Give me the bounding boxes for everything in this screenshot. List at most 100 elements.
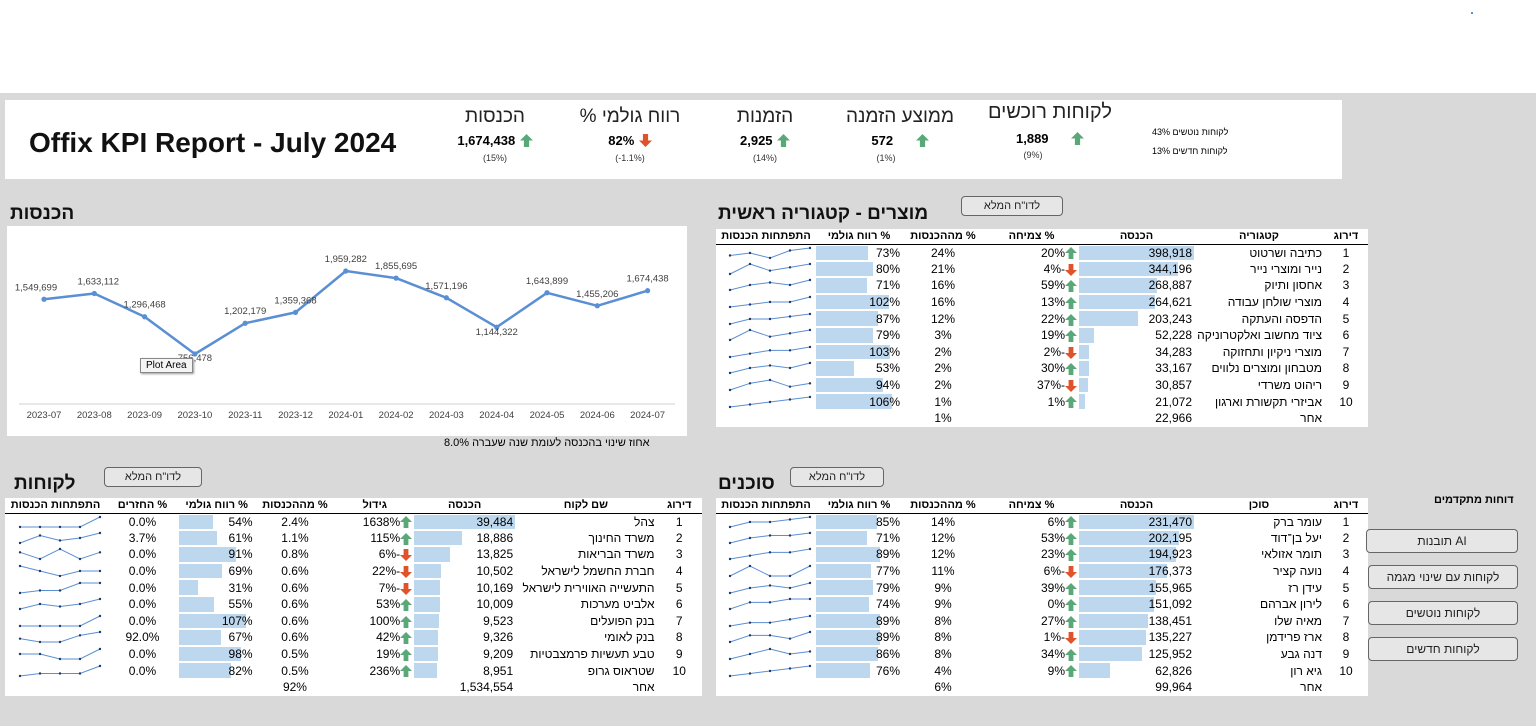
revenue-sparkline [728, 664, 812, 677]
table-row[interactable]: 2 יעל בן־דוד 202,195 53% 12% 71% [716, 530, 1368, 547]
revenue-cell: 10,169 [414, 579, 515, 596]
table-row[interactable]: 9 ריהוט משרדי 30,857 -37% 2% 94% [716, 377, 1368, 394]
table-header-row: דירוג קטגוריה הכנסה% צמיחה% מההכנסות% רווח… [716, 229, 1368, 245]
customers-table: דירוג שם לקוח הכנסה גידול% מההכנסות% רווח ג… [5, 498, 702, 696]
x-tick-label: 2023-10 [177, 410, 212, 421]
table-row[interactable]: 6 לירון אברהם 151,092 0% 9% 74% [716, 596, 1368, 613]
sparkline-cell [5, 629, 106, 646]
table-row[interactable]: 9 דנה גבע 125,952 34% 8% 86% [716, 646, 1368, 663]
table-row[interactable]: 9 טבע תעשיות פרמצבטיות 9,209 19% 0.5% 98% 0.0% [5, 646, 702, 663]
revenue-point[interactable] [393, 275, 399, 281]
table-row[interactable]: 1 כתיבה ושרטוט 398,918 20% 24% 73% [716, 244, 1368, 261]
table-row[interactable]: 6 אלביט מערכות 10,009 53% 0.6% 55% 0.0% [5, 596, 702, 613]
table-row[interactable]: 7 מוצרי ניקיון ותחזוקה 34,283 -2% 2% 103% [716, 344, 1368, 361]
table-row[interactable]: 8 מטבחון ומוצרים נלווים 33,167 30% 2% 53% [716, 360, 1368, 377]
up-arrow-icon [1065, 615, 1077, 628]
empty-cell [984, 410, 1079, 427]
revenue-sparkline [728, 564, 812, 578]
header-panel: Offix KPI Report - July 2024 הכנסות 1,67… [5, 100, 1342, 179]
table-row[interactable]: 1 צהל 39,484 1638% 2.4% 54% 0.0% [5, 513, 702, 530]
table-row[interactable]: 3 משרד הבריאות 13,825 -6% 0.8% 91% 0.0% [5, 546, 702, 563]
table-row[interactable]: 4 נועה קציר 176,373 -6% 11% 77% [716, 563, 1368, 580]
up-arrow-icon [400, 665, 413, 678]
data-bar [816, 596, 870, 612]
revenue-point[interactable] [142, 314, 148, 320]
table-row[interactable]: 3 תומר אזולאי 194,923 23% 12% 89% [716, 546, 1368, 563]
column-header: שם לקוח [515, 498, 657, 514]
cell-value: 89% [875, 630, 900, 645]
data-bar [414, 530, 463, 546]
table-row[interactable]: 1 עומר ברק 231,470 6% 14% 85% [716, 513, 1368, 530]
churned-customers-button[interactable]: לקוחות נוטשים [1368, 601, 1518, 625]
empty-cell [5, 679, 106, 696]
table-row[interactable]: 2 משרד החינוך 18,886 115% 1.1% 61% 3.7% [5, 530, 702, 547]
revenue-point[interactable] [292, 309, 299, 315]
revenue-sparkline [728, 581, 812, 594]
margin-cell: 89% [816, 546, 902, 563]
revenue-data-label: 1,643,899 [526, 276, 568, 287]
growth-cell: 23% [984, 546, 1079, 563]
share-cell: 0.6% [281, 597, 309, 612]
growth-value: -7% [378, 580, 401, 595]
data-bar [1079, 514, 1194, 529]
table-row[interactable]: 8 בנק לאומי 9,326 42% 0.6% 67% 92.0% [5, 629, 702, 646]
ai-insights-button[interactable]: תובנות AI [1366, 529, 1518, 553]
table-row[interactable]: 5 עידן רז 155,965 39% 9% 79% [716, 579, 1368, 596]
down-arrow-icon [1065, 346, 1077, 359]
revenue-point[interactable] [192, 351, 198, 357]
kpi-title: % רווח גולמי [579, 106, 681, 127]
revenue-point[interactable] [443, 295, 449, 301]
trend-change-customers-button[interactable]: לקוחות עם שינוי מגמה [1368, 565, 1518, 589]
up-arrow-icon [1065, 296, 1077, 309]
table-row[interactable]: 4 חברת החשמל לישראל 10,502 -22% 0.6% 69% 0.0% [5, 563, 702, 580]
up-arrow-icon [1065, 549, 1077, 562]
table-row[interactable]: 7 מאיה שלו 138,451 27% 8% 89% [716, 613, 1368, 630]
up-arrow-icon [1065, 330, 1077, 343]
cell-value: 231,470 [1148, 514, 1192, 529]
table-row[interactable]: 4 מוצרי שולחן עבודה 264,621 13% 16% 102% [716, 294, 1368, 311]
share-cell: 4% [934, 663, 952, 678]
revenue-chart-panel[interactable]: 1,549,699 2023-07 1,633,112 2023-08 1,296,46… [7, 226, 687, 436]
cell-value: 9,326 [483, 630, 514, 645]
table-row[interactable]: 3 אחסון ותיוק 268,887 59% 16% 71% [716, 277, 1368, 294]
table-row[interactable]: 2 נייר ומוצרי נייר 344,196 -4% 21% 80% [716, 261, 1368, 278]
table-row[interactable]: 10 שטראוס גרופ 8,951 236% 0.5% 82% 0.0% [5, 662, 702, 679]
agents-full-report-button[interactable]: לדו"ח המלא [790, 467, 884, 487]
margin-cell: 94% [816, 377, 902, 394]
products-full-report-button[interactable]: לדו"ח המלא [961, 196, 1063, 216]
x-tick-label: 2024-03 [429, 410, 464, 421]
table-row[interactable]: 5 התעשייה האווירית לישראל 10,169 -7% 0.6% 31%… [5, 579, 702, 596]
name-cell: לירון אברהם [1260, 597, 1322, 612]
revenue-cell: 231,470 [1079, 513, 1194, 530]
revenue-point[interactable] [242, 320, 248, 326]
new-customers-button[interactable]: לקוחות חדשים [1368, 637, 1518, 661]
revenue-point[interactable] [544, 290, 550, 296]
growth-value: 9% [1047, 663, 1065, 678]
table-row[interactable]: 7 בנק הפועלים 9,523 100% 0.6% 107% 0.0% [5, 613, 702, 630]
table-row[interactable]: 10 גיא רון 62,826 9% 4% 76% [716, 662, 1368, 679]
table-row[interactable]: 5 הדפסה והעתקה 203,243 22% 12% 87% [716, 310, 1368, 327]
table-row[interactable]: 8 ארז פרידמן 135,227 -1% 8% 89% [716, 629, 1368, 646]
data-bar [178, 596, 214, 612]
empty-cell [179, 679, 255, 696]
returns-cell: 0.0% [128, 613, 157, 628]
revenue-point[interactable] [645, 288, 651, 294]
growth-cell: 30% [984, 360, 1079, 377]
data-bar [178, 547, 237, 562]
customers-full-report-button[interactable]: לדו"ח המלא [104, 467, 202, 487]
revenue-point[interactable] [343, 268, 349, 274]
share-cell: 1.1% [281, 530, 309, 545]
name-cell: ציוד מחשוב ואלקטרוניקה [1197, 328, 1322, 343]
revenue-point[interactable] [41, 296, 47, 302]
revenue-point[interactable] [494, 324, 500, 330]
name-cell: משרד הבריאות [578, 547, 655, 562]
table-row[interactable]: 10 אביזרי תקשורת וארגון 21,072 1% 1% 106% [716, 393, 1368, 410]
table-row[interactable]: 6 ציוד מחשוב ואלקטרוניקה 52,228 19% 3% 79% [716, 327, 1368, 344]
share-cell: 92% [282, 680, 307, 695]
revenue-point[interactable] [594, 303, 600, 309]
revenue-cell: 8,951 [414, 662, 515, 679]
revenue-sparkline [728, 362, 812, 375]
growth-cell: 9% [984, 662, 1079, 679]
revenue-point[interactable] [91, 290, 97, 297]
share-cell: 12% [930, 530, 956, 545]
